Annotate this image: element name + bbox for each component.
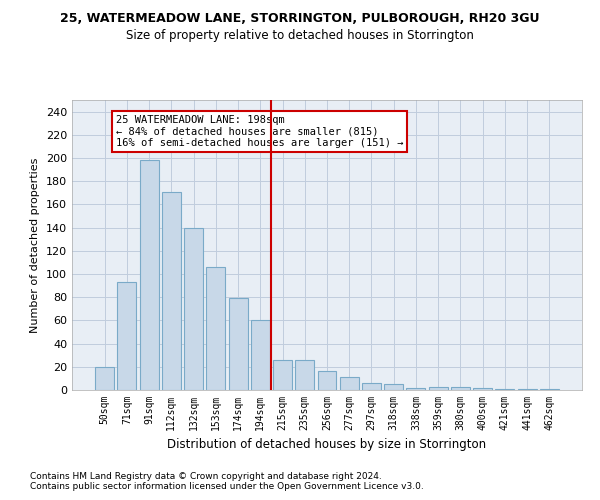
Text: 25, WATERMEADOW LANE, STORRINGTON, PULBOROUGH, RH20 3GU: 25, WATERMEADOW LANE, STORRINGTON, PULBO…	[60, 12, 540, 26]
Bar	[451, 386, 470, 390]
Y-axis label: Number of detached properties: Number of detached properties	[31, 158, 40, 332]
Bar	[362, 383, 381, 390]
Bar	[206, 267, 225, 390]
Bar	[540, 389, 559, 390]
Bar	[496, 389, 514, 390]
Bar	[384, 384, 403, 390]
Bar	[162, 192, 181, 390]
Text: Contains HM Land Registry data © Crown copyright and database right 2024.: Contains HM Land Registry data © Crown c…	[30, 472, 382, 481]
Text: 25 WATERMEADOW LANE: 198sqm
← 84% of detached houses are smaller (815)
16% of se: 25 WATERMEADOW LANE: 198sqm ← 84% of det…	[116, 115, 403, 148]
Bar	[251, 320, 270, 390]
Bar	[295, 360, 314, 390]
Text: Contains public sector information licensed under the Open Government Licence v3: Contains public sector information licen…	[30, 482, 424, 491]
Text: Size of property relative to detached houses in Storrington: Size of property relative to detached ho…	[126, 29, 474, 42]
Bar	[140, 160, 158, 390]
Bar	[340, 377, 359, 390]
Bar	[406, 388, 425, 390]
Bar	[317, 372, 337, 390]
Bar	[95, 367, 114, 390]
Bar	[229, 298, 248, 390]
Bar	[273, 360, 292, 390]
Bar	[118, 282, 136, 390]
X-axis label: Distribution of detached houses by size in Storrington: Distribution of detached houses by size …	[167, 438, 487, 452]
Bar	[184, 228, 203, 390]
Bar	[518, 389, 536, 390]
Bar	[429, 386, 448, 390]
Bar	[473, 388, 492, 390]
